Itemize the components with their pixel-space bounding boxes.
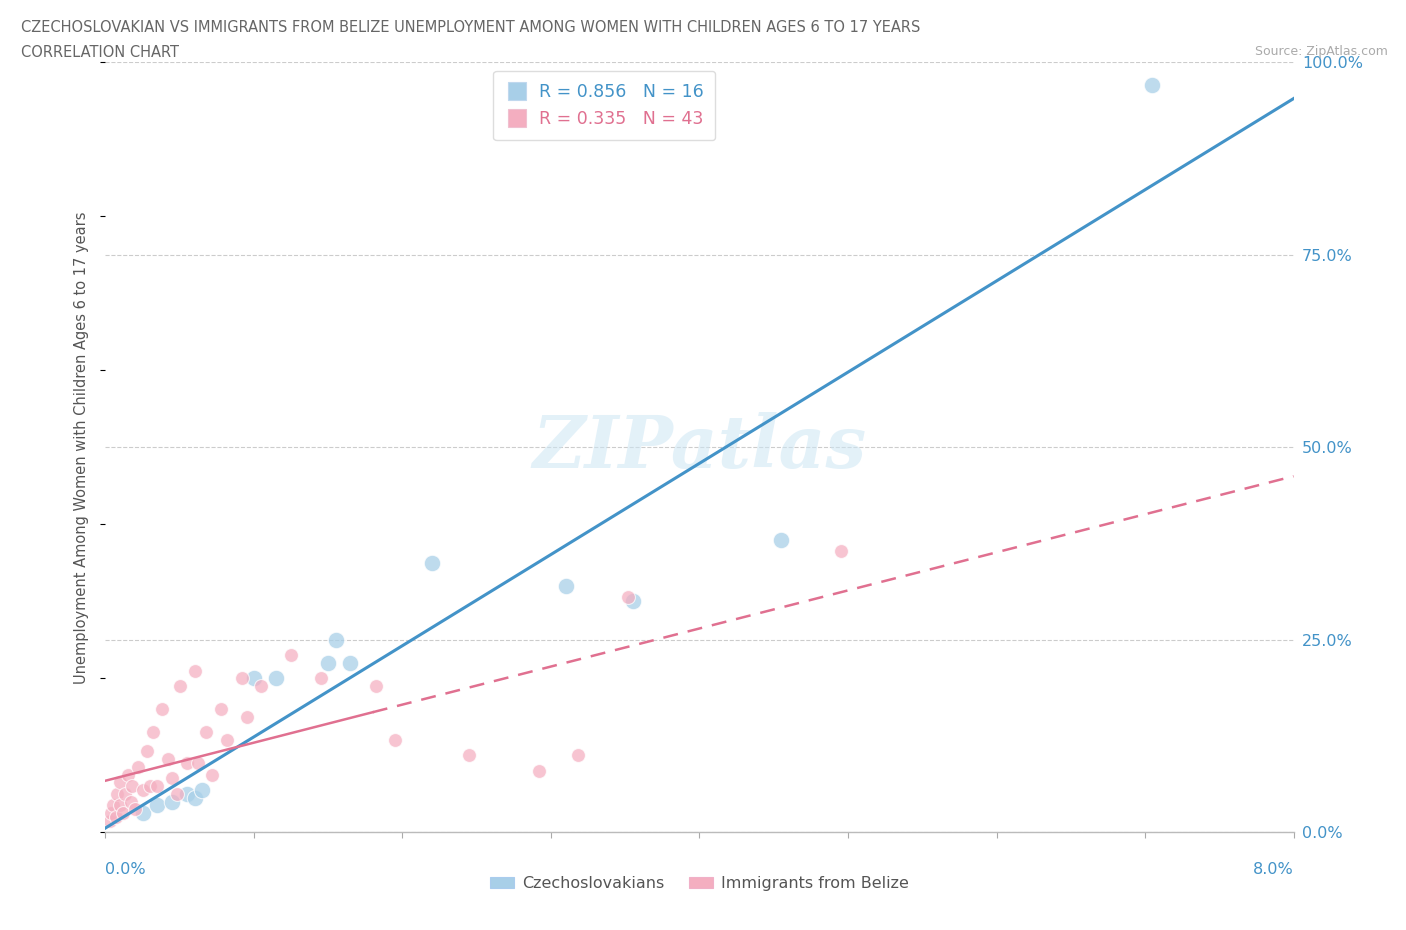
Point xyxy=(124,802,146,817)
Point xyxy=(156,751,179,766)
Point xyxy=(621,594,644,609)
Point xyxy=(364,679,387,694)
Point xyxy=(280,648,302,663)
Point xyxy=(176,787,198,802)
Point xyxy=(169,679,191,694)
Point xyxy=(264,671,287,685)
Point xyxy=(325,632,347,647)
Point xyxy=(100,805,122,820)
Point xyxy=(146,778,169,793)
Point xyxy=(235,710,257,724)
Point xyxy=(150,702,173,717)
Point xyxy=(458,748,481,763)
Point xyxy=(770,532,793,547)
Text: CZECHOSLOVAKIAN VS IMMIGRANTS FROM BELIZE UNEMPLOYMENT AMONG WOMEN WITH CHILDREN: CZECHOSLOVAKIAN VS IMMIGRANTS FROM BELIZ… xyxy=(21,20,921,35)
Point xyxy=(309,671,332,685)
Point xyxy=(176,755,198,770)
Point xyxy=(195,724,218,739)
Point xyxy=(142,724,165,739)
Point xyxy=(101,798,124,813)
Point xyxy=(250,679,273,694)
Point xyxy=(127,760,149,775)
Point xyxy=(384,733,406,748)
Point xyxy=(231,671,253,685)
Text: 0.0%: 0.0% xyxy=(105,862,146,877)
Point xyxy=(162,794,184,809)
Point xyxy=(131,782,153,797)
Point xyxy=(830,544,852,559)
Point xyxy=(98,814,121,829)
Point xyxy=(554,578,576,593)
Point xyxy=(139,778,162,793)
Point xyxy=(316,656,339,671)
Point xyxy=(527,764,550,778)
Point xyxy=(617,590,640,604)
Point xyxy=(201,767,224,782)
Point xyxy=(162,771,184,786)
Point xyxy=(183,790,205,805)
Point xyxy=(112,805,135,820)
Text: Source: ZipAtlas.com: Source: ZipAtlas.com xyxy=(1254,45,1388,58)
Legend: Czechoslovakians, Immigrants from Belize: Czechoslovakians, Immigrants from Belize xyxy=(484,870,915,897)
Text: 8.0%: 8.0% xyxy=(1253,862,1294,877)
Y-axis label: Unemployment Among Women with Children Ages 6 to 17 years: Unemployment Among Women with Children A… xyxy=(75,211,90,684)
Point xyxy=(186,755,208,770)
Text: CORRELATION CHART: CORRELATION CHART xyxy=(21,45,179,60)
Point xyxy=(110,798,132,813)
Point xyxy=(136,744,159,759)
Point xyxy=(105,787,128,802)
Point xyxy=(104,809,127,824)
Text: ZIPatlas: ZIPatlas xyxy=(533,412,866,483)
Point xyxy=(339,656,361,671)
Point xyxy=(209,702,232,717)
Point xyxy=(1142,78,1164,93)
Point xyxy=(191,782,214,797)
Point xyxy=(114,787,136,802)
Point xyxy=(243,671,266,685)
Point xyxy=(121,778,143,793)
Point xyxy=(420,555,443,570)
Point xyxy=(110,775,132,790)
Point xyxy=(567,748,589,763)
Point xyxy=(117,767,139,782)
Point xyxy=(131,805,153,820)
Point xyxy=(166,787,188,802)
Point xyxy=(217,733,239,748)
Point xyxy=(183,663,205,678)
Point xyxy=(146,798,169,813)
Point xyxy=(120,794,142,809)
